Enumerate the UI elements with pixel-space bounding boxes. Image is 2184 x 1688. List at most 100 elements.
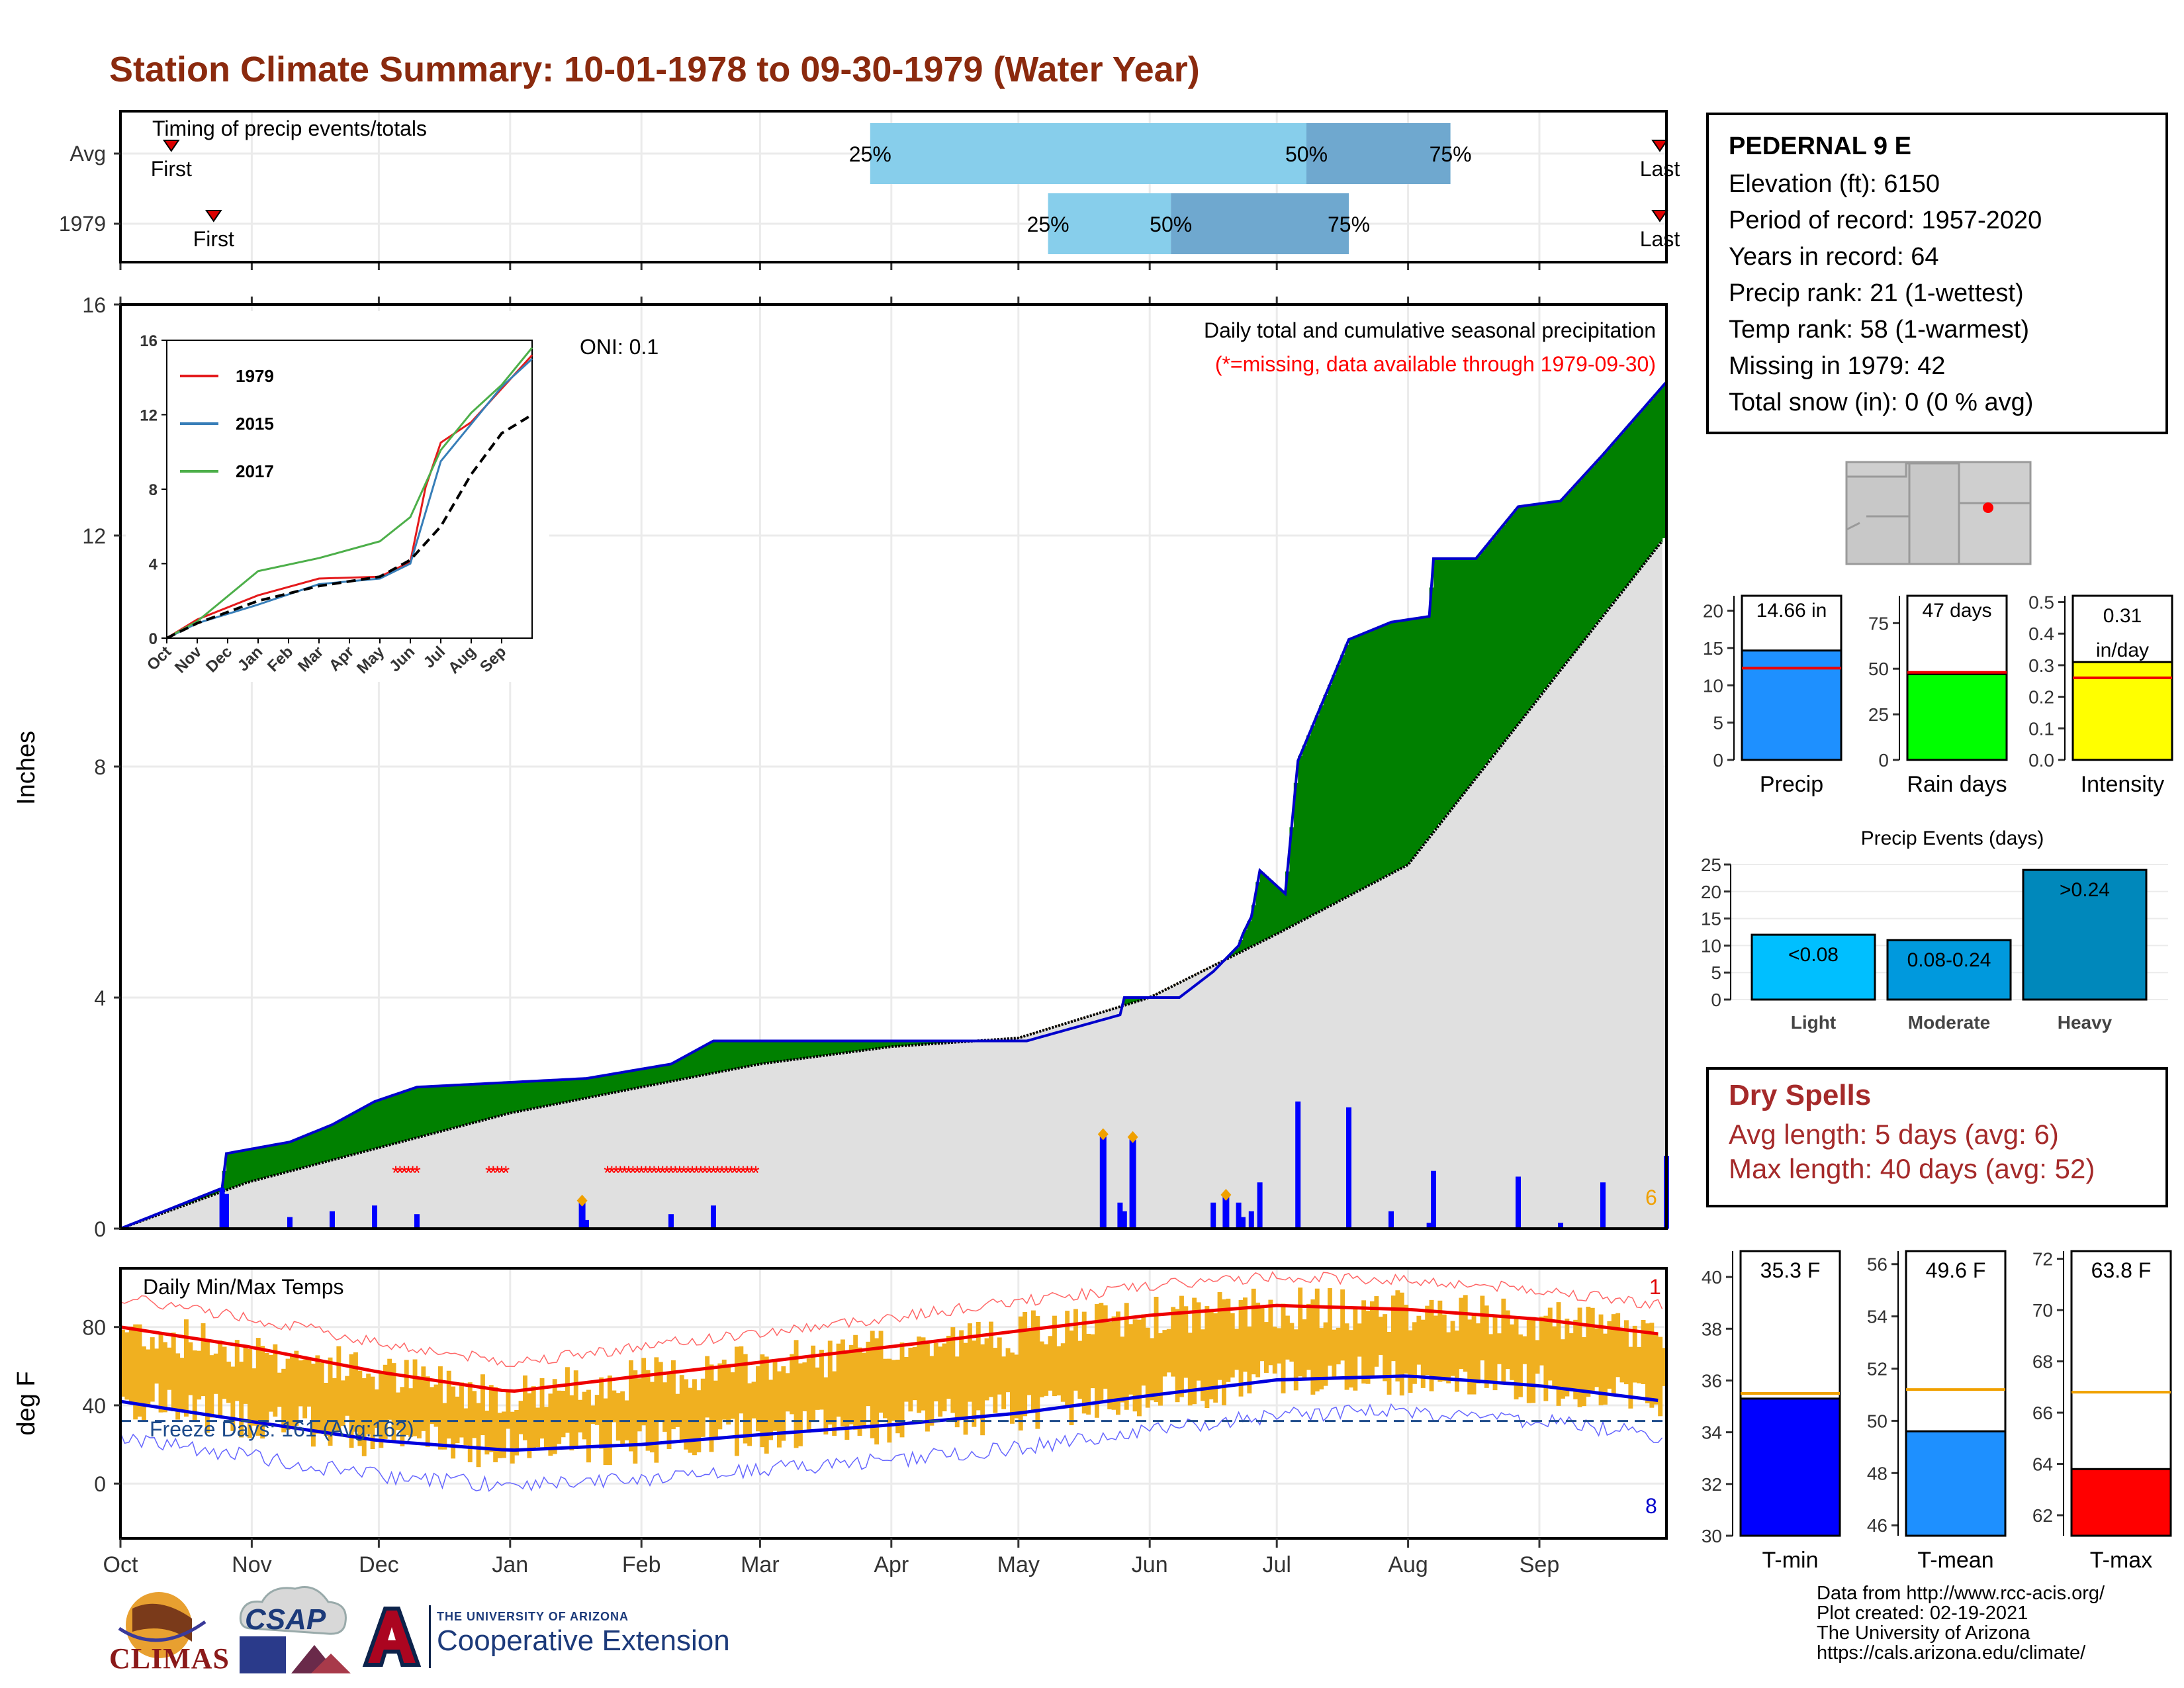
precip-diff-bar (717, 1041, 723, 1072)
precip-diff-bar (476, 1084, 481, 1122)
precip-diff-bar (688, 1053, 693, 1078)
daily-temp-bar (684, 1379, 689, 1450)
daily-temp-bar (1420, 1319, 1426, 1388)
daily-temp-bar (1459, 1297, 1464, 1369)
missing-marker: * (655, 1162, 662, 1184)
daily-precip-bar (1257, 1182, 1263, 1229)
missing-marker: * (705, 1162, 713, 1184)
daily-temp-bar (679, 1375, 684, 1442)
missing-marker: * (489, 1162, 497, 1184)
daily-temp-bar (391, 1363, 396, 1444)
csap-logo-text: CSAP (245, 1603, 326, 1636)
daily-temp-bar (1404, 1304, 1409, 1374)
precip-diff-bar (794, 1041, 799, 1060)
precip-diff-bar (785, 1041, 790, 1060)
missing-marker: * (409, 1162, 417, 1184)
t-min-ytick-label: 36 (1702, 1370, 1722, 1391)
first-marker-icon (205, 210, 222, 222)
timing-panel: 25% 50% 75% First Last 25% 50% 75% First Last Tim… (59, 110, 1680, 270)
daily-temp-bar (273, 1344, 278, 1417)
daily-temp-bar (514, 1409, 520, 1456)
daily-temp-bar (1484, 1305, 1489, 1388)
precip-diff-bar (730, 1041, 735, 1070)
precip-diff-bar (612, 1074, 617, 1093)
daily-temp-bar (1044, 1344, 1049, 1396)
precip-diff-bar (1243, 929, 1248, 951)
inset-ytick-label: 8 (149, 481, 158, 499)
precip-diff-bar (400, 1092, 405, 1142)
daily-temp-bar (124, 1332, 130, 1400)
precip-diff-bar (1641, 408, 1646, 565)
daily-temp-bar (1005, 1348, 1011, 1393)
daily-temp-bar (950, 1327, 956, 1413)
precip-diff-bar (721, 1041, 727, 1071)
daily-temp-bar (612, 1390, 617, 1423)
daily-temp-bar (260, 1346, 265, 1439)
daily-temp-bar (599, 1377, 604, 1449)
precip-subtitle: Daily total and cumulative seasonal prec… (1204, 318, 1656, 342)
precip-diff-bar (1531, 504, 1536, 706)
missing-marker: * (498, 1162, 506, 1184)
intensity-summary-ytick-label: 0.5 (2028, 592, 2054, 613)
daily-temp-bar (921, 1337, 926, 1411)
daily-temp-bar (1039, 1341, 1044, 1397)
daily-temp-bar (1145, 1327, 1150, 1408)
daily-temp-bar (938, 1346, 943, 1417)
precip-diff-bar (1565, 494, 1570, 663)
precip-diff-bar (696, 1049, 702, 1076)
last-marker-icon (1651, 140, 1668, 152)
precip-diff-bar (620, 1072, 625, 1091)
daily-temp-bar (1653, 1333, 1659, 1405)
intensity-summary-value: 0.31 (2103, 605, 2142, 627)
month-label-dec: Dec (359, 1552, 398, 1577)
precip-diff-bar (459, 1084, 464, 1126)
daily-temp-bar (650, 1382, 655, 1453)
precip-summary-label: Precip (1760, 772, 1823, 797)
daily-temp-bar (302, 1359, 308, 1419)
precip-diff-bar (285, 1142, 291, 1172)
daily-temp-bar (463, 1408, 469, 1446)
t-max-ytick-label: 66 (2032, 1403, 2053, 1423)
daily-temp-bar (154, 1348, 159, 1384)
events-ytick-label: 0 (1711, 990, 1721, 1010)
precip-diff-bar (467, 1084, 473, 1124)
t-max-value: 63.8 F (2091, 1258, 2152, 1282)
daily-temp-bar (883, 1358, 887, 1419)
daily-temp-bar (1539, 1316, 1544, 1366)
precip-diff-bar (862, 1041, 866, 1051)
daily-temp-bar (1081, 1311, 1087, 1414)
precip-diff-bar (391, 1095, 396, 1144)
daily-temp-bar (637, 1378, 642, 1432)
missing-marker: * (680, 1162, 688, 1184)
daily-temp-bar (467, 1382, 473, 1462)
raindays-summary-ytick-label: 75 (1868, 613, 1889, 633)
missing-marker: * (604, 1162, 612, 1184)
daily-temp-bar (1488, 1334, 1494, 1383)
daily-temp-bar (1641, 1319, 1646, 1384)
daily-temp-bar (620, 1391, 625, 1444)
raindays-summary-label: Rain days (1907, 772, 2007, 797)
precip-diff-bar (1420, 617, 1426, 846)
precip-diff-bar (887, 1041, 892, 1047)
daily-temp-bar (298, 1360, 303, 1407)
precip-diff-bar (1281, 892, 1286, 931)
precip-diff-bar (379, 1099, 384, 1148)
station-info-box: PEDERNAL 9 E Elevation (ft): 6150 Period… (1706, 113, 2168, 434)
precip-diff-bar (1259, 872, 1265, 942)
daily-temp-bar (827, 1340, 833, 1425)
daily-temp-bar (421, 1366, 426, 1431)
daily-temp-bar (972, 1340, 977, 1427)
daily-precip-bar (1600, 1182, 1606, 1229)
record-low-count: 8 (1645, 1494, 1657, 1518)
daily-precip-bar (224, 1194, 229, 1229)
daily-temp-bar (1187, 1333, 1193, 1406)
precip-diff-bar (1137, 998, 1142, 1001)
inset-ytick-label: 12 (140, 407, 158, 425)
daily-temp-bar (527, 1393, 532, 1458)
record-precip-icon (1220, 1189, 1232, 1201)
daily-temp-bar (569, 1395, 574, 1451)
daily-temp-bar (1196, 1302, 1201, 1381)
precip-ytick-label: 12 (82, 524, 106, 548)
precip-diff-bar (357, 1109, 363, 1153)
ua-divider (429, 1605, 431, 1668)
